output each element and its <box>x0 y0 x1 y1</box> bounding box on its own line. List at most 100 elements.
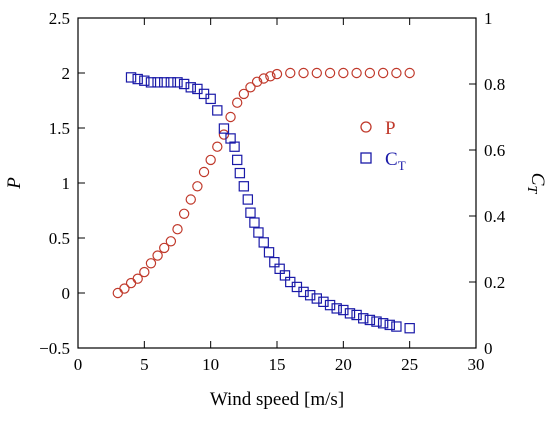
point-CT <box>391 321 402 332</box>
point-P <box>245 82 256 93</box>
point-CT <box>172 77 183 88</box>
point-CT <box>274 263 285 275</box>
x-tick-label: 5 <box>140 355 149 374</box>
y-right-tick-label: 0.2 <box>484 273 505 292</box>
y-right-tick-label: 0.4 <box>484 207 506 226</box>
point-CT <box>229 141 240 152</box>
point-CT <box>152 77 163 88</box>
point-CT <box>258 237 269 248</box>
x-tick-label: 10 <box>202 355 219 374</box>
point-P <box>132 273 143 284</box>
point-CT <box>178 78 190 90</box>
y-right-tick-label: 1 <box>484 9 493 28</box>
legend-marker-P <box>360 121 372 133</box>
y-right-tick-label: 0.8 <box>484 75 505 94</box>
point-CT <box>212 105 223 116</box>
point-CT <box>298 286 309 298</box>
point-P <box>391 67 402 79</box>
point-CT <box>344 308 356 319</box>
point-CT <box>165 77 177 88</box>
legend: PCT <box>360 118 406 173</box>
point-P <box>125 277 137 289</box>
point-P <box>112 287 124 299</box>
point-CT <box>249 217 260 228</box>
point-CT <box>225 133 236 144</box>
point-CT <box>318 296 329 308</box>
point-CT <box>338 304 349 316</box>
point-CT <box>253 227 264 238</box>
y-axis-right-title-sub: T <box>524 185 539 194</box>
point-CT <box>245 207 256 218</box>
point-P <box>212 141 223 152</box>
point-P <box>225 111 236 123</box>
point-P <box>218 129 230 140</box>
point-CT <box>404 323 415 334</box>
point-CT <box>324 299 336 311</box>
legend-label-CT: CT <box>385 149 406 173</box>
point-CT <box>331 303 342 314</box>
plot-frame <box>77 17 477 349</box>
y-axis-right-title-main: C <box>527 173 548 186</box>
series-group <box>112 67 415 334</box>
point-P <box>364 67 376 79</box>
point-CT <box>132 73 143 85</box>
y-left-tick-label: 2.5 <box>49 9 70 28</box>
y-axis-left-title: P <box>4 177 25 190</box>
legend-label-P: P <box>385 118 396 139</box>
point-P <box>238 88 250 100</box>
point-CT <box>304 290 316 301</box>
point-CT <box>234 167 246 179</box>
x-tick-label: 25 <box>401 355 418 374</box>
x-axis-title: Wind speed [m/s] <box>210 389 344 410</box>
point-P <box>311 67 322 79</box>
y-left-tick-label: 0 <box>62 284 71 303</box>
point-CT <box>242 194 254 205</box>
point-CT <box>218 123 230 134</box>
point-P <box>404 67 415 79</box>
point-CT <box>371 316 382 327</box>
point-CT <box>145 77 157 88</box>
x-tick-label: 15 <box>269 355 286 374</box>
point-P <box>145 258 157 269</box>
point-CT <box>364 314 376 326</box>
y-right-tick-label: 0 <box>484 339 493 358</box>
point-P <box>185 194 196 205</box>
legend-marker-CT <box>360 152 372 164</box>
point-CT <box>358 313 369 324</box>
point-CT <box>269 257 280 268</box>
x-tick-label: 0 <box>74 355 83 374</box>
point-CT <box>238 181 250 192</box>
y-right-tick-label: 0.6 <box>484 141 505 160</box>
point-P <box>159 242 170 254</box>
point-P <box>258 73 269 84</box>
legend-label-CT-sub: T <box>398 158 406 173</box>
point-P <box>231 97 243 108</box>
legend-label-CT-main: C <box>385 149 398 170</box>
point-P <box>172 223 183 235</box>
point-CT <box>351 309 362 321</box>
point-P <box>178 208 190 219</box>
point-CT <box>279 270 291 281</box>
y-left-tick-label: 1 <box>62 174 71 193</box>
x-tick-label: 20 <box>335 355 352 374</box>
y-axis-right-title: CT <box>524 173 548 195</box>
y-left-tick-label: 0.5 <box>49 229 70 248</box>
y-left-tick-label: −0.5 <box>39 339 70 358</box>
point-CT <box>232 154 243 166</box>
point-CT <box>311 293 323 304</box>
point-P <box>119 283 130 294</box>
point-P <box>324 67 336 79</box>
point-CT <box>377 318 389 329</box>
tick-group: 0 5 10 15 20 25 30−0.500.511.522.500.20.40.60.… <box>39 9 506 374</box>
point-P <box>338 67 349 79</box>
point-P <box>192 181 203 192</box>
point-P <box>152 250 163 261</box>
point-CT <box>205 93 216 105</box>
point-P <box>139 266 150 278</box>
point-P <box>271 68 283 80</box>
point-P <box>198 166 210 178</box>
point-CT <box>159 77 170 88</box>
point-CT <box>263 247 275 258</box>
